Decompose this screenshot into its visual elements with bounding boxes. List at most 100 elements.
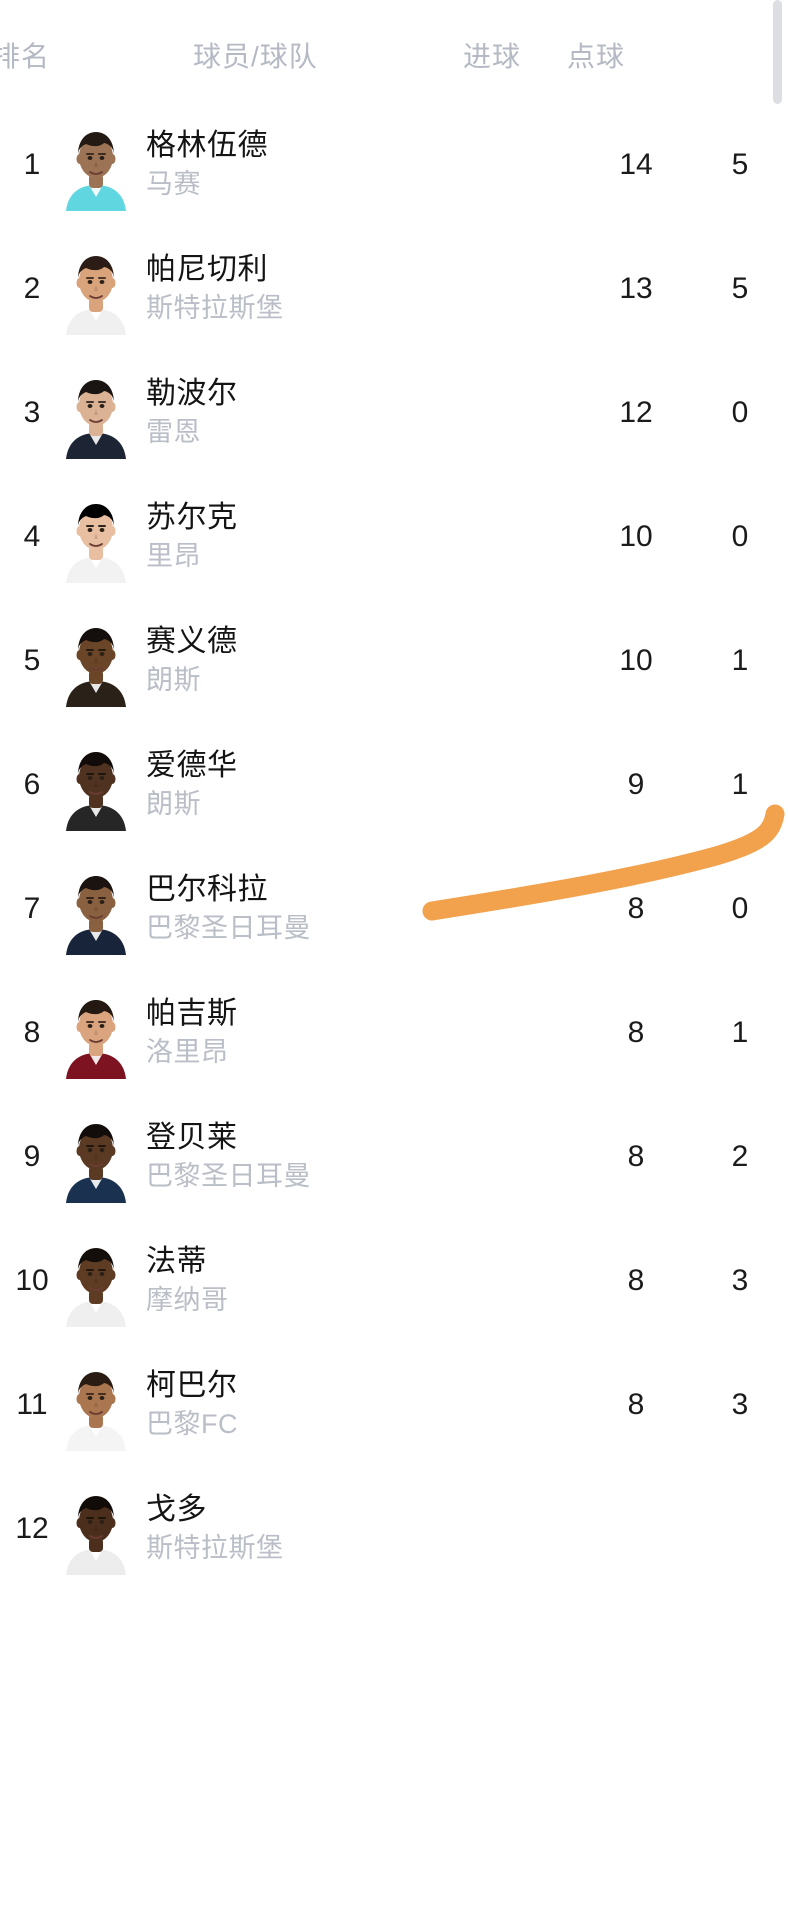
rank-number: 9 [23,1140,41,1173]
player-name: 戈多 [146,1493,207,1527]
player-team-cell: 巴尔科拉巴黎圣日耳曼 [132,872,582,945]
player-name: 帕吉斯 [146,997,238,1031]
player-name: 格林伍德 [146,129,268,163]
goals-value: 10 [619,520,653,553]
goals-value: 13 [619,272,653,305]
player-photo [60,987,132,1079]
player-name: 柯巴尔 [146,1369,238,1403]
table-body: 1 格林伍德马赛 1 4 5 2 [0,103,788,1591]
rank-number: 11 [16,1388,48,1421]
player-team-cell: 勒波尔 雷恩 [132,376,582,449]
player-name: 赛义德 [146,625,238,659]
player-avatar [60,863,132,955]
team-name: 斯特拉斯堡 [146,292,284,323]
player-photo [60,1111,132,1203]
player-photo [60,491,132,583]
table-row[interactable]: 3 勒波尔雷恩 12 0 [0,351,788,475]
player-team-cell: 戈多 斯特拉斯堡 [132,1492,582,1565]
player-team-cell: 帕吉斯 洛里昂 [132,996,582,1069]
penalties-value: 1 [731,768,749,801]
goals-value: 8 [627,1264,645,1297]
table-row[interactable]: 11 柯巴尔巴黎FC 8 3 [0,1343,788,1467]
table-row[interactable]: 10 法蒂 摩纳哥 8 3 [0,1219,788,1343]
penalties-value: 0 [731,396,749,429]
rank-number: 3 [23,396,41,429]
team-name: 巴黎FC [146,1408,238,1439]
penalties-value: 3 [731,1264,749,1297]
rank-number: 12 [15,1512,49,1545]
column-header-player-team: 球员/球队 [193,41,318,72]
column-header-rank: 排名 [0,41,51,72]
penalties-value: 2 [731,1140,749,1173]
goals-value: 12 [619,396,653,429]
team-name: 斯特拉斯堡 [146,1532,284,1563]
player-avatar [60,1359,132,1451]
table-row[interactable]: 8 帕吉斯洛里昂 8 1 [0,971,788,1095]
goals-value: 9 [627,768,645,801]
player-team-cell: 苏尔克 里昂 [132,500,582,573]
player-photo [60,119,132,211]
rank-number: 6 [23,768,41,801]
player-name: 苏尔克 [146,501,238,535]
player-team-cell: 法蒂 摩纳哥 [132,1244,582,1317]
goals-value: 8 [627,1388,645,1421]
team-name: 摩纳哥 [146,1284,229,1315]
table-header: 排名 球员/球队 进球 点球 [0,0,788,103]
table-row[interactable]: 12 戈多斯特拉斯堡 [0,1467,788,1591]
player-avatar [60,1111,132,1203]
player-team-cell: 柯巴尔巴黎FC [132,1368,582,1441]
table-row[interactable]: 6 爱德华 朗斯 9 1 [0,723,788,847]
player-photo [60,1483,132,1575]
player-avatar [60,987,132,1079]
player-name: 登贝莱 [146,1121,238,1155]
rank-number: 5 [23,644,41,677]
table-row[interactable]: 1 格林伍德 马赛 14 5 [0,103,788,227]
team-name: 里昂 [146,540,201,571]
player-avatar [60,367,132,459]
player-name: 勒波尔 [146,377,238,411]
team-name: 马赛 [146,168,201,199]
player-photo [60,863,132,955]
penalties-value: 1 [731,644,749,677]
player-photo [60,615,132,707]
player-name: 法蒂 [146,1245,207,1279]
goals-value: 8 [627,1016,645,1049]
table-row[interactable]: 2 帕尼切利 斯特拉斯堡 13 5 [0,227,788,351]
rank-number: 2 [23,272,41,305]
vertical-scrollbar-track[interactable] [773,0,785,1908]
table-row[interactable]: 9 登贝莱巴黎圣日耳曼 8 2 [0,1095,788,1219]
penalties-value: 3 [731,1388,749,1421]
team-name: 洛里昂 [146,1036,229,1067]
penalties-value: 1 [731,1016,749,1049]
team-name: 巴黎圣日耳曼 [146,1160,311,1191]
player-photo [60,739,132,831]
column-header-goals: 进球 [463,41,522,72]
penalties-value: 0 [731,520,749,553]
table-row[interactable]: 4 苏尔克里昂 10 0 [0,475,788,599]
vertical-scrollbar-thumb[interactable] [773,0,782,104]
team-name: 朗斯 [146,788,201,819]
player-team-cell: 格林伍德 马赛 [132,128,582,201]
rank-number: 8 [23,1016,41,1049]
player-team-cell: 帕尼切利 斯特拉斯堡 [132,252,582,325]
team-name: 朗斯 [146,664,201,695]
team-name: 巴黎圣日耳曼 [146,912,311,943]
goals-value: 8 [627,1140,645,1173]
player-avatar [60,739,132,831]
column-header-penalties: 点球 [567,41,626,72]
team-name: 雷恩 [146,416,201,447]
player-name: 巴尔科拉 [146,873,268,907]
table-row[interactable]: 7 巴尔科拉 巴黎圣日耳曼 8 0 [0,847,788,971]
rank-number: 4 [23,520,41,553]
player-avatar [60,615,132,707]
player-photo [60,1235,132,1327]
player-avatar [60,1235,132,1327]
rank-number: 7 [23,892,41,925]
player-avatar [60,119,132,211]
player-team-cell: 登贝莱 巴黎圣日耳曼 [132,1120,582,1193]
table-row[interactable]: 5 赛义德 朗斯 10 1 [0,599,788,723]
player-avatar [60,1483,132,1575]
player-team-cell: 赛义德 朗斯 [132,624,582,697]
penalties-value: 0 [731,892,749,925]
